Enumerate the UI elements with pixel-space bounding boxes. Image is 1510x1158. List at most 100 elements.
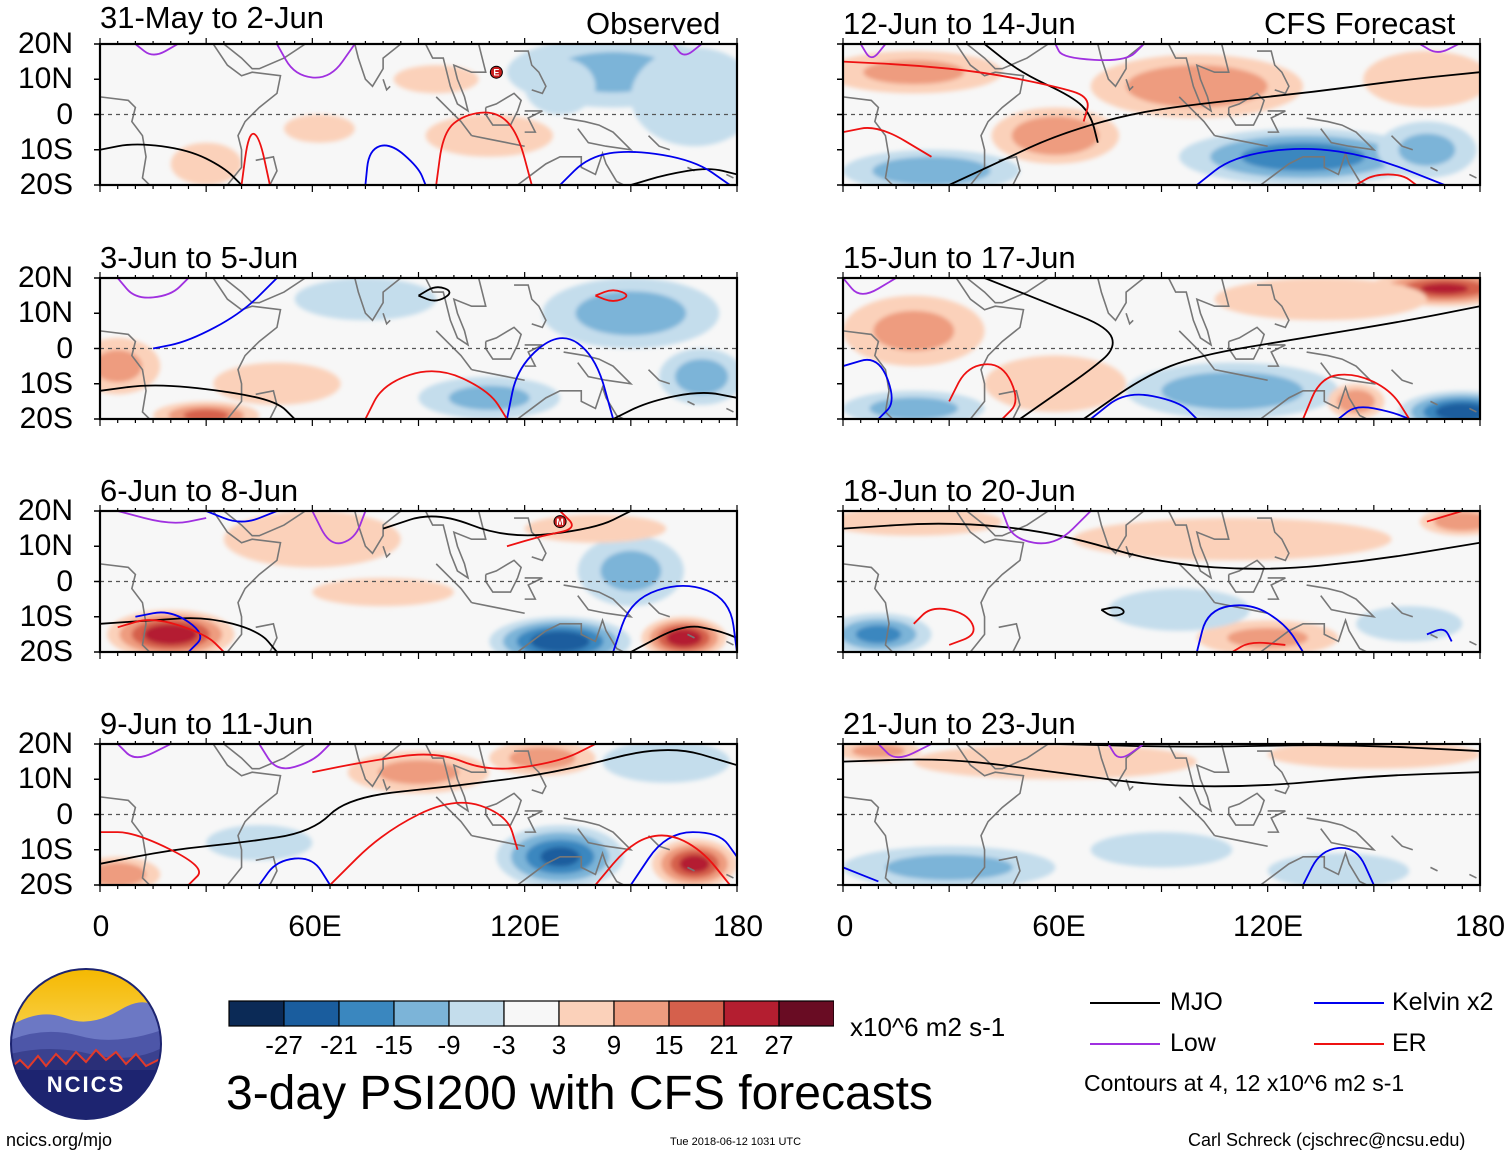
ncics-logo: NCICS bbox=[10, 968, 162, 1120]
footer-credit: Carl Schreck (cjschrec@ncsu.edu) bbox=[1188, 1130, 1466, 1150]
coastline bbox=[212, 44, 282, 185]
coastline bbox=[484, 559, 523, 593]
coastline bbox=[1306, 351, 1377, 385]
coastline bbox=[524, 344, 543, 367]
coastline bbox=[424, 744, 487, 813]
coastline bbox=[524, 110, 543, 133]
contour-kelvin-x2 bbox=[135, 611, 202, 652]
anomaly-blob bbox=[679, 855, 710, 873]
contour-low bbox=[843, 278, 897, 295]
contour-er bbox=[1231, 641, 1286, 652]
anomaly-blob bbox=[1434, 512, 1480, 531]
coastline bbox=[1469, 173, 1477, 179]
contour-er bbox=[435, 111, 533, 185]
coastline bbox=[1390, 135, 1414, 151]
legend-line-er bbox=[1314, 1043, 1384, 1045]
anomaly-blob bbox=[294, 278, 437, 321]
contour-er bbox=[312, 744, 596, 774]
coastline bbox=[1125, 778, 1134, 792]
y-tick-label: 10S bbox=[19, 599, 73, 633]
contour-kelvin-x2 bbox=[258, 857, 331, 885]
anomaly-blob bbox=[213, 362, 341, 405]
coastline bbox=[1430, 166, 1438, 172]
legend-label-er: ER bbox=[1392, 1029, 1427, 1057]
anomaly-blob bbox=[913, 744, 1197, 780]
colorbar-swatch bbox=[228, 1000, 285, 1027]
x-tick-label: 180 bbox=[1454, 910, 1506, 943]
coastline bbox=[955, 511, 1025, 652]
coastline bbox=[1390, 602, 1414, 618]
contour-er bbox=[948, 363, 1017, 419]
contour-er bbox=[1426, 511, 1463, 523]
colorbar-tick-label: -15 bbox=[375, 1030, 413, 1060]
coastline bbox=[424, 278, 487, 347]
coastline bbox=[998, 855, 1021, 885]
anomaly-blob bbox=[1108, 588, 1250, 631]
contour-low bbox=[1419, 44, 1460, 53]
contour-mjo bbox=[382, 511, 632, 537]
contour-kelvin-x2 bbox=[843, 359, 893, 419]
contour-mjo bbox=[1100, 606, 1125, 617]
coastline bbox=[484, 326, 523, 360]
anomaly-blob bbox=[170, 142, 242, 185]
panel-title: 21-Jun to 23-Jun bbox=[843, 706, 1076, 741]
anomaly-blob bbox=[448, 385, 530, 410]
anomaly-blob bbox=[1267, 744, 1480, 769]
contour-low bbox=[1054, 44, 1145, 62]
x-tick-label: 0 bbox=[836, 910, 854, 943]
y-tick-label: 10N bbox=[17, 529, 73, 563]
colorbar-swatch bbox=[723, 1000, 780, 1027]
contour-low bbox=[117, 511, 207, 524]
coastline bbox=[998, 389, 1021, 419]
contour-low bbox=[117, 744, 172, 759]
anomaly-blob bbox=[1073, 518, 1392, 561]
y-tick-label: 0 bbox=[56, 97, 73, 131]
panel-title: 9-Jun to 11-Jun bbox=[100, 706, 314, 741]
colorbar-tick-label: -21 bbox=[320, 1030, 358, 1060]
colorbar-swatch bbox=[393, 1000, 450, 1027]
coastline bbox=[514, 750, 547, 795]
anomaly-blob bbox=[630, 47, 737, 147]
anomaly-blob bbox=[1398, 133, 1456, 166]
map-panel bbox=[837, 738, 1482, 892]
anomaly-blob bbox=[869, 397, 959, 419]
colorbar-tick-label: 27 bbox=[764, 1030, 794, 1060]
anomaly-blob bbox=[144, 624, 198, 645]
panel-title: 15-Jun to 17-Jun bbox=[843, 240, 1076, 275]
y-tick-label: 20S bbox=[19, 402, 73, 435]
contour-low bbox=[877, 744, 932, 759]
colorbar-swatch bbox=[283, 1000, 340, 1027]
contour-mjo bbox=[1055, 744, 1480, 752]
coastline bbox=[1430, 400, 1438, 406]
anomaly-blob bbox=[666, 629, 702, 647]
coastline bbox=[100, 96, 151, 185]
colorbar-tick-label: 15 bbox=[654, 1030, 684, 1060]
coastline bbox=[966, 744, 1049, 770]
y-tick-label: 20S bbox=[19, 168, 73, 201]
coastline bbox=[312, 511, 403, 555]
coastline bbox=[312, 44, 403, 88]
anomaly-blob bbox=[530, 631, 590, 652]
coastline bbox=[484, 792, 523, 826]
coastline bbox=[255, 855, 278, 885]
coastline bbox=[955, 278, 1025, 419]
coastline bbox=[1167, 511, 1230, 580]
footer-url[interactable]: ncics.org/mjo bbox=[6, 1130, 113, 1150]
coastline bbox=[1246, 384, 1368, 419]
y-tick-label: 0 bbox=[56, 564, 73, 598]
colorbar-swatch bbox=[778, 1000, 834, 1027]
anomaly-blob bbox=[602, 744, 730, 783]
contour-low bbox=[311, 511, 367, 545]
anomaly-blob bbox=[223, 511, 401, 568]
map-panel: M bbox=[94, 505, 739, 659]
legend-line-mjo bbox=[1090, 1002, 1160, 1004]
coastline bbox=[471, 134, 525, 148]
contour-mjo bbox=[418, 286, 451, 302]
contour-er bbox=[240, 132, 271, 185]
anomaly-blob bbox=[885, 854, 1013, 881]
colorbar-swatch bbox=[613, 1000, 670, 1027]
contour-kelvin-x2 bbox=[152, 278, 278, 350]
coastline bbox=[514, 284, 547, 329]
coastline bbox=[471, 601, 525, 615]
contour-kelvin-x2 bbox=[205, 511, 278, 523]
